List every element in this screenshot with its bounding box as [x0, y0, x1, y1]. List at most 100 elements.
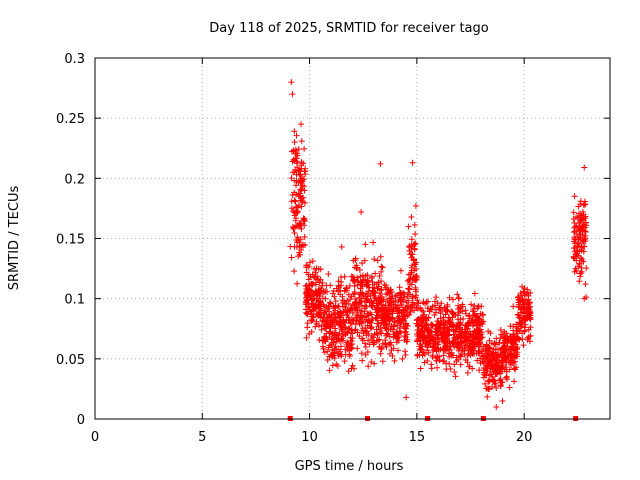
data-point — [380, 296, 387, 303]
data-point — [406, 311, 413, 318]
grid-lines — [95, 58, 610, 419]
data-point — [575, 263, 582, 270]
data-point — [413, 266, 420, 273]
data-point — [515, 335, 522, 342]
data-point — [497, 327, 504, 334]
data-point — [451, 361, 458, 368]
data-point — [516, 336, 523, 343]
data-point — [402, 352, 409, 359]
data-point — [466, 336, 473, 343]
data-point — [451, 369, 458, 376]
data-point — [365, 337, 372, 344]
data-point — [485, 377, 492, 384]
data-point — [515, 296, 522, 303]
data-point — [302, 241, 309, 248]
data-point — [452, 331, 459, 338]
data-point — [301, 183, 308, 190]
data-point — [402, 348, 409, 355]
data-point — [391, 323, 398, 330]
chart-title: Day 118 of 2025, SRMTID for receiver tag… — [209, 21, 488, 36]
data-point — [368, 274, 375, 281]
data-point — [416, 351, 423, 358]
data-point — [303, 301, 310, 308]
y-tick-label: 0.15 — [56, 233, 85, 248]
data-point — [457, 352, 464, 359]
y-tick-label: 0.2 — [64, 172, 85, 187]
data-point — [571, 228, 578, 235]
data-point — [452, 373, 459, 380]
data-point — [301, 218, 308, 225]
data-point — [302, 283, 309, 290]
data-point — [579, 208, 586, 215]
data-point — [308, 282, 315, 289]
data-point — [294, 160, 301, 167]
data-point — [300, 160, 307, 167]
data-point — [492, 380, 499, 387]
data-point — [315, 286, 322, 293]
data-point — [310, 314, 317, 321]
data-point — [359, 335, 366, 342]
data-point — [403, 394, 410, 401]
data-point — [381, 320, 388, 327]
data-point — [347, 320, 354, 327]
data-point — [571, 193, 578, 200]
y-tick-label: 0.1 — [64, 293, 85, 308]
data-point — [291, 268, 298, 275]
data-point — [327, 300, 334, 307]
data-point — [405, 223, 412, 230]
data-point — [357, 285, 364, 292]
data-point — [446, 327, 453, 334]
data-point — [394, 322, 401, 329]
data-point — [364, 349, 371, 356]
data-point — [395, 347, 402, 354]
data-point — [469, 308, 476, 315]
data-point — [493, 385, 500, 392]
data-point — [314, 276, 321, 283]
data-point — [422, 315, 429, 322]
data-point — [457, 335, 464, 342]
data-point — [571, 255, 578, 262]
data-point — [370, 239, 377, 246]
data-point — [512, 341, 519, 348]
data-point — [413, 276, 420, 283]
data-point — [446, 319, 453, 326]
data-point — [432, 346, 439, 353]
data-point — [396, 307, 403, 314]
data-point — [418, 307, 425, 314]
data-point — [303, 294, 310, 301]
data-point — [337, 287, 344, 294]
data-point — [352, 255, 359, 262]
data-point — [433, 357, 440, 364]
data-point — [519, 298, 526, 305]
data-point — [301, 233, 308, 240]
data-point — [393, 329, 400, 336]
data-point — [292, 215, 299, 222]
data-point — [377, 160, 384, 167]
data-point — [429, 322, 436, 329]
data-point — [386, 290, 393, 297]
data-point — [325, 271, 332, 278]
data-point — [332, 325, 339, 332]
data-point — [294, 222, 301, 229]
data-point — [579, 228, 586, 235]
y-tick-labels: 0 0.05 0.1 0.15 0.2 0.25 0.3 — [56, 52, 85, 428]
data-point — [524, 336, 531, 343]
data-point — [517, 290, 524, 297]
data-point — [404, 322, 411, 329]
data-point — [449, 296, 456, 303]
data-point — [504, 339, 511, 346]
data-point — [338, 279, 345, 286]
data-point — [487, 356, 494, 363]
data-point — [421, 351, 428, 358]
data-point — [311, 265, 318, 272]
data-point — [345, 325, 352, 332]
data-point — [582, 232, 589, 239]
data-point — [348, 341, 355, 348]
data-point — [313, 290, 320, 297]
data-point — [362, 241, 369, 248]
data-point — [322, 334, 329, 341]
data-point — [447, 365, 454, 372]
data-point — [489, 364, 496, 371]
data-point — [335, 278, 342, 285]
data-point — [475, 343, 482, 350]
